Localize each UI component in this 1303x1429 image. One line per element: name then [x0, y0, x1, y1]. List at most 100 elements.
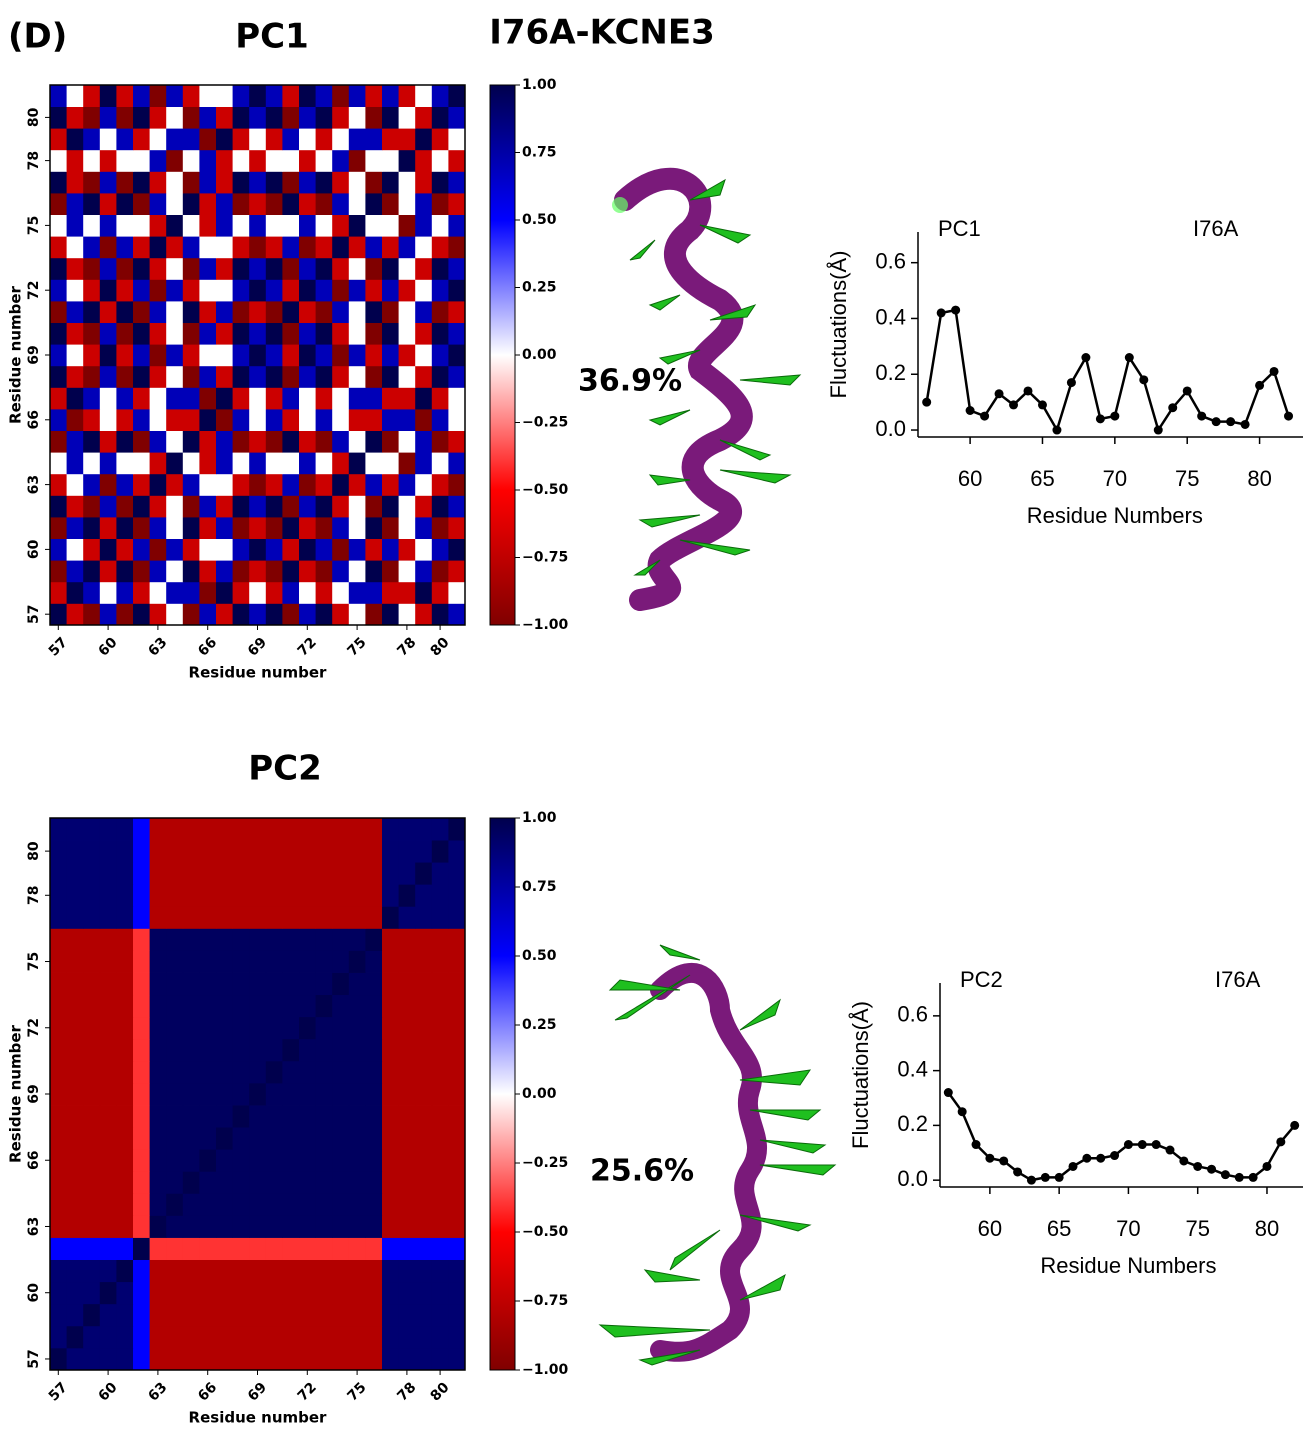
heatmap-cell	[232, 1127, 250, 1150]
heatmap-cell	[232, 1281, 250, 1305]
heatmap-cell	[66, 214, 84, 237]
heatmap-cell	[415, 1060, 433, 1084]
heatmap-cell	[332, 950, 350, 973]
heatmap-cell	[133, 560, 150, 583]
heatmap-cell	[415, 322, 433, 345]
colorbar-tick-label: −0.50	[522, 1224, 569, 1240]
heatmap-cell	[315, 1303, 333, 1327]
heatmap-cell	[265, 1215, 283, 1238]
heatmap-cell	[365, 972, 383, 996]
heatmap-cell	[398, 1149, 416, 1172]
colorbar-tick-label: −0.75	[522, 1293, 568, 1309]
heatmap-cell	[83, 344, 101, 367]
heatmap-cell	[265, 236, 283, 259]
heatmap-cell	[315, 322, 333, 345]
heatmap-cell	[448, 409, 466, 431]
heatmap-cell	[282, 972, 300, 996]
data-point	[1013, 1167, 1023, 1177]
heatmap-cell	[265, 1038, 283, 1062]
heatmap-cell	[299, 994, 316, 1018]
x-tick-label: 60	[96, 634, 121, 659]
heatmap-cell	[282, 1127, 300, 1150]
heatmap-cell	[365, 928, 383, 951]
heatmap-cell	[332, 387, 350, 410]
heatmap-cell	[166, 1149, 184, 1172]
heatmap-cell	[415, 884, 433, 907]
heatmap-cell	[299, 1060, 316, 1084]
heatmap-cell	[348, 994, 366, 1018]
colorbar-tick-label: 1.00	[522, 77, 557, 93]
heatmap-cell	[249, 862, 267, 885]
heatmap-cell	[83, 495, 101, 518]
heatmap-cell	[50, 1149, 67, 1172]
heatmap-cell	[415, 387, 433, 410]
heatmap-cell	[232, 517, 250, 539]
heatmap-cell	[66, 818, 84, 841]
heatmap-cell	[448, 1149, 466, 1172]
heatmap-cell	[282, 409, 300, 431]
heatmap-cell	[182, 1082, 200, 1106]
heatmap-cell	[66, 1016, 84, 1040]
heatmap-cell	[282, 473, 300, 496]
heatmap-cell	[116, 365, 134, 388]
heatmap-cell	[348, 106, 366, 129]
heatmap-cell	[415, 950, 433, 973]
heatmap-cell	[382, 950, 399, 973]
heatmap-cell	[365, 430, 383, 453]
heatmap-cell	[133, 1325, 150, 1349]
heatmap-cell	[382, 840, 399, 863]
heatmap-cell	[299, 452, 316, 475]
heatmap-cell	[249, 236, 267, 259]
heatmap-cell	[133, 430, 150, 453]
heatmap-cell	[382, 236, 399, 259]
heatmap-cell	[299, 344, 316, 367]
y-tick-label: 0.4	[897, 1056, 928, 1081]
heatmap-cell	[182, 409, 200, 431]
heatmap-cell	[66, 994, 84, 1018]
heatmap-cell	[265, 1171, 283, 1194]
heatmap-cell	[398, 560, 416, 583]
heatmap-cell	[415, 517, 433, 539]
heatmap-cell	[99, 257, 117, 280]
heatmap-cell	[249, 1193, 267, 1216]
heatmap-cell	[99, 1347, 117, 1371]
data-point	[1151, 1140, 1161, 1150]
x-tick-label: 65	[1030, 466, 1054, 491]
heatmap-cell	[348, 1237, 366, 1260]
data-point	[1284, 411, 1294, 421]
data-point	[1009, 400, 1019, 410]
colorbar-tick-label: 0.25	[522, 1017, 557, 1033]
colorbar-tick-label: 0.25	[522, 280, 557, 296]
heatmap-cell	[431, 1259, 449, 1283]
heatmap-cell	[265, 128, 283, 151]
heatmap-cell	[299, 387, 316, 410]
helix-illustration	[612, 167, 802, 611]
heatmap-cell	[182, 279, 200, 302]
heatmap-cell	[415, 1281, 433, 1305]
heatmap-cell	[431, 365, 449, 388]
heatmap-cell	[265, 149, 283, 172]
heatmap-cell	[149, 840, 167, 863]
heatmap-cell	[348, 517, 366, 539]
heatmap-cell	[348, 862, 366, 885]
heatmap-cell	[282, 301, 300, 323]
heatmap-cell	[133, 1127, 150, 1150]
heatmap-cell	[216, 581, 233, 604]
heatmap-cell	[133, 495, 150, 518]
heatmap-cell	[149, 603, 167, 626]
heatmap-cell	[149, 1215, 167, 1238]
heatmap-cell	[199, 1038, 217, 1062]
heatmap-cell	[133, 1281, 150, 1305]
heatmap-cell	[315, 1281, 333, 1305]
heatmap-cell	[448, 1303, 466, 1327]
heatmap-cell	[332, 149, 350, 172]
heatmap-cell	[66, 538, 84, 561]
heatmap-cell	[282, 581, 300, 604]
heatmap-cell	[199, 1193, 217, 1216]
heatmap-cell	[265, 928, 283, 951]
data-point	[1220, 1170, 1230, 1180]
heatmap-cell	[166, 538, 184, 561]
heatmap-cell	[149, 322, 167, 345]
heatmap-cell	[315, 994, 333, 1018]
heatmap-cell	[382, 928, 399, 951]
